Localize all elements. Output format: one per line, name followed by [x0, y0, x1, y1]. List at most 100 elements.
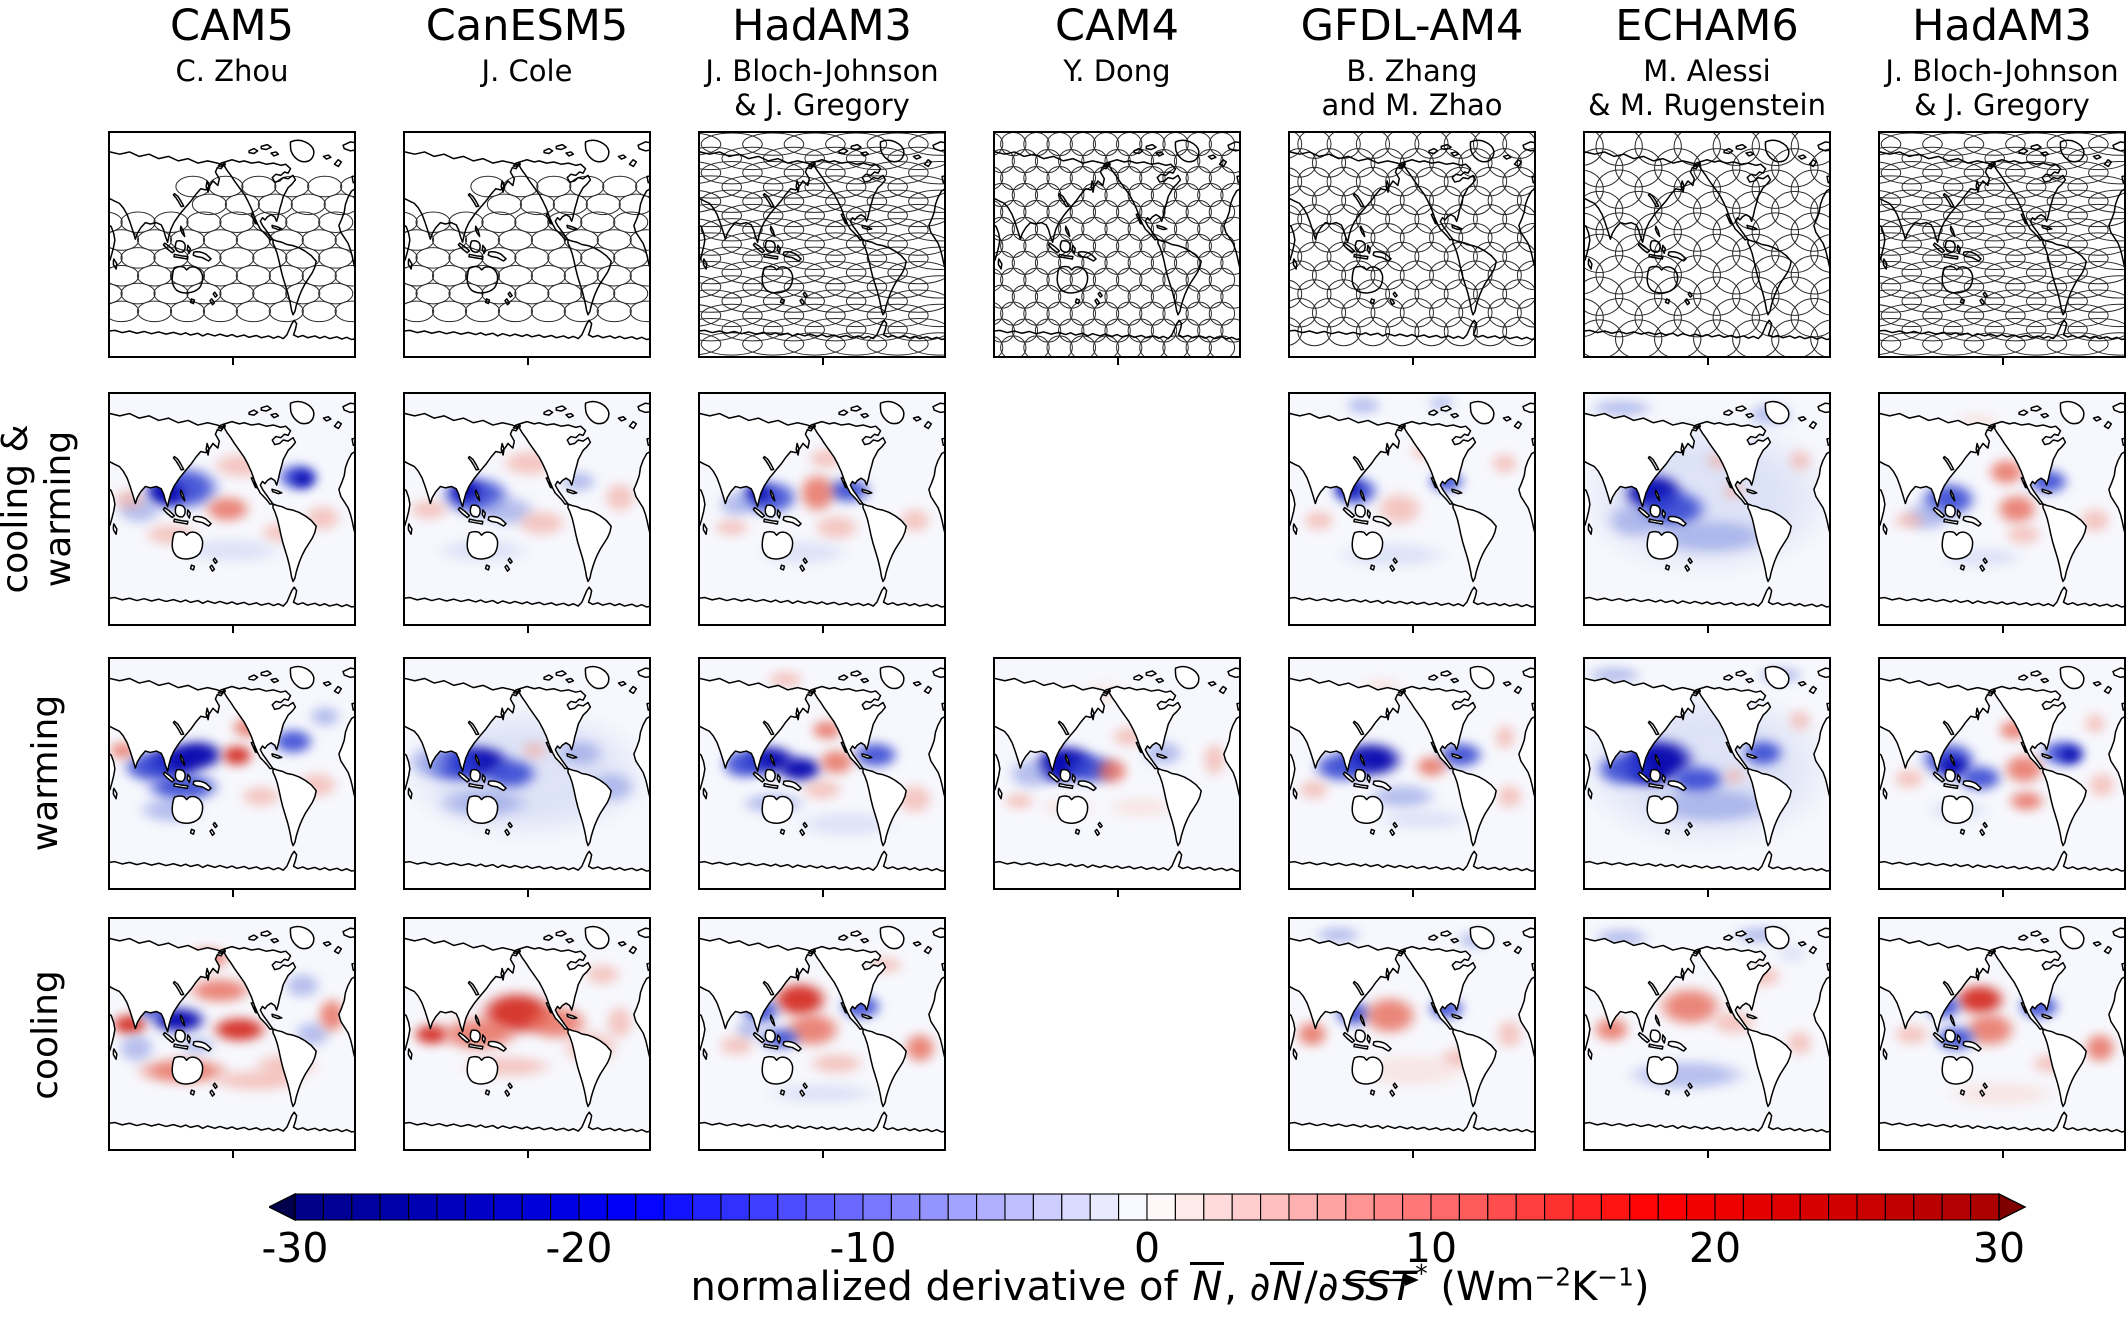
patch-ellipse: [805, 261, 866, 283]
patch-ellipse: [1985, 290, 2046, 312]
anomaly-blob-R1: [207, 1068, 306, 1092]
patch-ellipse: [784, 247, 845, 269]
colorbar-cell: [1061, 1193, 1091, 1221]
patch-ellipse: [236, 265, 270, 286]
anomaly-blob-R1: [2087, 771, 2117, 799]
patch-ellipse: [110, 248, 122, 269]
map-clip: [110, 919, 354, 1149]
colorbar-cell: [890, 1193, 921, 1221]
patch-ellipse: [1880, 133, 1901, 155]
patch-ellipse: [700, 162, 721, 184]
colorbar-cell: [578, 1193, 608, 1221]
patch-ellipse: [498, 301, 532, 322]
label-units-k: K: [1571, 1264, 1598, 1310]
patch-ellipse: [700, 219, 721, 241]
map-patches-gfdl-am4-col4: [1288, 131, 1536, 365]
colorbar-cell: [1686, 1193, 1716, 1221]
patch-ellipse: [700, 261, 741, 283]
patch-ellipse: [1791, 256, 1829, 294]
patch-ellipse: [1290, 317, 1302, 346]
patch-ellipse: [110, 265, 139, 286]
anomaly-blob-R1: [1297, 778, 1332, 801]
anomaly-blob-R2: [202, 495, 252, 523]
patch-ellipse: [784, 190, 845, 212]
colorbar-cell: [1544, 1193, 1574, 1221]
patch-ellipse: [1503, 242, 1534, 271]
patch-ellipse: [1001, 336, 1026, 356]
patch-ellipse: [888, 233, 944, 255]
patch-ellipse: [220, 248, 254, 269]
colorbar-cell: [947, 1193, 978, 1221]
colorbar-cell: [720, 1193, 750, 1221]
patch-ellipse: [1327, 205, 1360, 234]
patch-ellipse: [867, 304, 928, 326]
patch-ellipse: [1585, 234, 1623, 272]
colorbar-label: normalized derivative of N, ∂N/∂ SST* (Wm…: [170, 1259, 2128, 1310]
patch-ellipse: [1585, 213, 1603, 251]
patch-ellipse: [1488, 261, 1521, 290]
patch-ellipse: [1298, 280, 1331, 309]
patch-ellipse: [1674, 256, 1720, 294]
patch-ellipse: [1503, 205, 1534, 234]
patch-ellipse: [630, 230, 649, 251]
patch-ellipse: [465, 301, 499, 322]
patch-ellipse: [743, 219, 804, 241]
patch-ellipse: [826, 276, 887, 298]
patch-ellipse: [722, 233, 783, 255]
patch-ellipse: [137, 265, 171, 286]
patch-ellipse: [1733, 234, 1779, 272]
anomaly-blob-R1: [1892, 1022, 1932, 1046]
colorbar-cell: [1600, 1193, 1631, 1221]
patch-ellipse: [1694, 320, 1740, 356]
patch-ellipse: [170, 265, 204, 286]
colorbar-cell: [493, 1193, 523, 1221]
colorbar-tick--20: -20: [545, 1224, 613, 1272]
patch-ellipse: [1415, 242, 1448, 271]
patch-ellipse: [909, 162, 944, 184]
patch-ellipse: [826, 133, 887, 155]
patch-ellipse: [1752, 170, 1798, 208]
map-warming-echam6-col5: [1583, 657, 1831, 897]
anomaly-blob-R2: [1360, 994, 1420, 1037]
patch-ellipse: [253, 212, 287, 233]
patch-ellipse: [1655, 320, 1701, 356]
patch-ellipse: [1772, 234, 1818, 272]
patch-ellipse: [1503, 317, 1534, 346]
map-patches-cam5-col0: [108, 131, 356, 365]
map-clip: [110, 394, 354, 624]
patch-ellipse: [302, 265, 336, 286]
patch-ellipse: [846, 204, 907, 226]
patch-ellipse: [1585, 149, 1623, 187]
anomaly-blob-R1: [1492, 723, 1517, 751]
patch-ellipse: [1985, 233, 2046, 255]
coastline-path: [1290, 401, 1534, 624]
patch-ellipse: [630, 265, 649, 286]
row-label-line: warming: [24, 694, 66, 852]
patch-ellipse: [995, 166, 1003, 189]
patch-ellipse: [1923, 219, 1984, 241]
patch-ellipse: [1386, 280, 1419, 309]
patch-ellipse: [110, 230, 139, 251]
patch-ellipse: [203, 265, 237, 286]
patch-ellipse: [1312, 261, 1345, 290]
patch-ellipse: [1047, 336, 1072, 356]
colorbar-cell: [976, 1193, 1006, 1221]
colorbar-cell: [1203, 1193, 1233, 1221]
patch-ellipse: [722, 147, 783, 169]
patch-ellipse: [1791, 170, 1829, 208]
anomaly-blob-R1: [1302, 509, 1337, 532]
patch-ellipse: [743, 247, 804, 269]
map-clip: [405, 919, 649, 1149]
anomaly-blob-b0: [1375, 807, 1473, 831]
patch-ellipse: [1964, 247, 2025, 269]
patch-ellipse: [2089, 219, 2124, 241]
patch-ellipse: [2047, 304, 2108, 326]
patch-ellipse: [515, 248, 549, 269]
label-nbar: N: [1190, 1262, 1225, 1310]
colorbar-cell: [521, 1193, 552, 1221]
row-label-line: warming: [38, 430, 79, 588]
author-line: & J. Gregory: [1914, 88, 2090, 122]
patch-ellipse: [2089, 304, 2124, 326]
patch-ellipse: [805, 147, 866, 169]
patch-ellipse: [2068, 147, 2124, 169]
